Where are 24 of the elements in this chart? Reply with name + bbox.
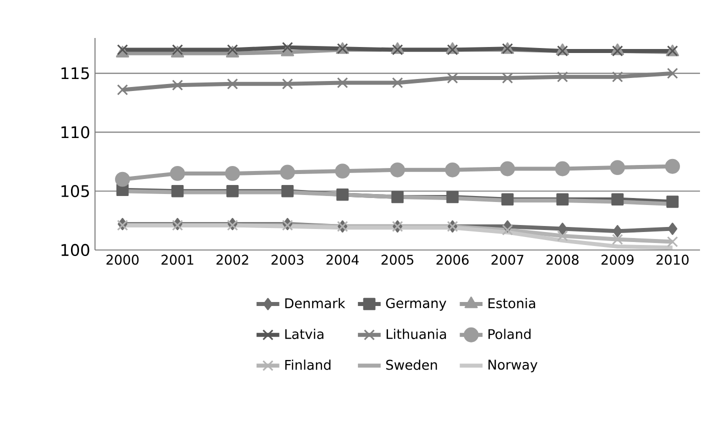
legend-label: Norway <box>488 360 538 372</box>
x-tick-label: 2010 <box>656 254 689 265</box>
legend-label: Latvia <box>285 328 324 340</box>
x-tick-label: 2004 <box>326 254 359 265</box>
legend-label: Poland <box>488 328 531 340</box>
legend-label: Estonia <box>488 298 536 308</box>
y-tick-label: 105 <box>62 185 89 198</box>
x-tick-label: 2008 <box>546 254 579 265</box>
x-tick-label: 2007 <box>492 254 524 265</box>
x-tick-label: 2003 <box>272 254 304 265</box>
legend-label: Denmark <box>285 298 346 308</box>
x-tick-label: 2009 <box>602 254 634 265</box>
y-tick-label: 110 <box>62 126 90 138</box>
x-tick-label: 2000 <box>106 254 139 265</box>
legend-label: Germany <box>386 298 446 311</box>
y-tick-label: 115 <box>62 67 89 80</box>
legend-label: Lithuania <box>386 328 446 340</box>
legend-label: Finland <box>285 360 330 370</box>
x-tick-label: 2002 <box>216 254 248 265</box>
x-tick-label: 2001 <box>162 254 194 265</box>
y-tick-label: 100 <box>62 244 90 256</box>
legend-label: Sweden <box>386 360 437 370</box>
x-tick-label: 2006 <box>436 254 469 265</box>
x-tick-label: 2005 <box>382 254 414 265</box>
